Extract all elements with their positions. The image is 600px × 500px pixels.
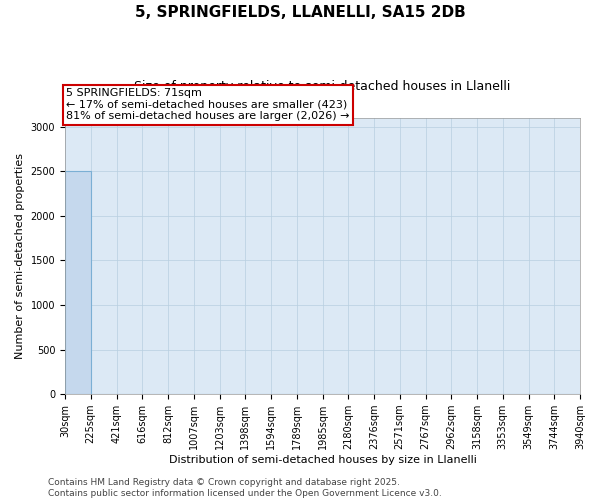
Text: 5, SPRINGFIELDS, LLANELLI, SA15 2DB: 5, SPRINGFIELDS, LLANELLI, SA15 2DB: [134, 5, 466, 20]
X-axis label: Distribution of semi-detached houses by size in Llanelli: Distribution of semi-detached houses by …: [169, 455, 476, 465]
Y-axis label: Number of semi-detached properties: Number of semi-detached properties: [15, 153, 25, 359]
Bar: [65, 172, 91, 394]
Text: 5 SPRINGFIELDS: 71sqm
← 17% of semi-detached houses are smaller (423)
81% of sem: 5 SPRINGFIELDS: 71sqm ← 17% of semi-deta…: [67, 88, 350, 122]
Text: Contains HM Land Registry data © Crown copyright and database right 2025.
Contai: Contains HM Land Registry data © Crown c…: [48, 478, 442, 498]
Title: Size of property relative to semi-detached houses in Llanelli: Size of property relative to semi-detach…: [134, 80, 511, 93]
